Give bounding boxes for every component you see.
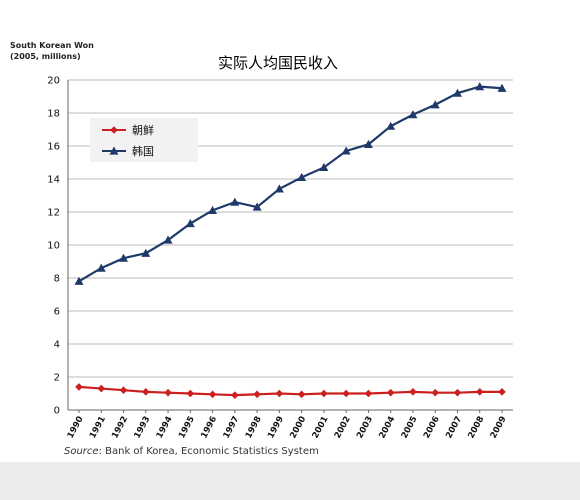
series-line-north-korea xyxy=(78,385,502,397)
data-point-south-korea xyxy=(274,184,284,193)
data-point-south-korea xyxy=(230,197,240,206)
series-layer xyxy=(74,82,507,399)
x-tick-label: 2001 xyxy=(311,415,331,441)
y-tick-label: 10 xyxy=(47,241,60,252)
legend-label-south-korea: 韩国 xyxy=(132,144,154,158)
x-tick-label: 2009 xyxy=(489,415,509,441)
line-chart: South Korean Won (2005, millions) 实际人均国民… xyxy=(10,41,513,457)
footer-band xyxy=(0,462,580,500)
x-tick-label: 2007 xyxy=(444,415,464,441)
axes xyxy=(67,80,513,411)
data-point-south-korea xyxy=(408,110,418,119)
legend-marker-south-korea xyxy=(109,146,119,155)
x-tick-label: 2000 xyxy=(288,415,308,441)
legend-box xyxy=(90,118,198,162)
y-axis-ticks: 0 2 4 6 8 10 12 14 16 18 20 xyxy=(47,76,60,417)
y-tick-label: 2 xyxy=(54,373,60,384)
data-point-north-korea xyxy=(475,388,484,396)
y-tick-label: 16 xyxy=(47,142,60,153)
data-point-north-korea xyxy=(119,386,128,394)
data-point-south-korea xyxy=(497,83,507,92)
gridlines xyxy=(68,79,513,378)
data-point-south-korea xyxy=(297,172,307,181)
data-point-north-korea xyxy=(97,384,106,393)
data-point-north-korea xyxy=(342,389,350,398)
chart-title: 实际人均国民收入 xyxy=(218,54,338,72)
data-point-south-korea xyxy=(74,276,84,285)
data-point-north-korea xyxy=(208,390,217,399)
data-point-north-korea xyxy=(75,383,83,391)
x-tick-label: 2006 xyxy=(422,415,442,441)
data-point-north-korea xyxy=(364,389,373,398)
data-point-south-korea xyxy=(141,248,151,257)
y-tick-label: 4 xyxy=(54,340,60,351)
data-point-south-korea xyxy=(185,219,195,228)
x-tick-label: 1998 xyxy=(244,415,264,441)
x-tick-label: 1993 xyxy=(132,415,152,441)
y-tick-label: 6 xyxy=(54,307,60,318)
series-line-south-korea xyxy=(78,85,503,283)
y-tick-label: 12 xyxy=(47,208,60,219)
data-point-north-korea xyxy=(186,389,195,398)
data-point-north-korea xyxy=(253,390,261,399)
data-point-south-korea xyxy=(363,139,373,148)
x-tick-label: 2008 xyxy=(466,415,486,441)
x-tick-label: 1997 xyxy=(222,415,242,441)
legend: 朝鲜 韩国 xyxy=(90,118,198,162)
x-tick-label: 1996 xyxy=(199,415,219,441)
data-point-south-korea xyxy=(252,202,262,211)
y-tick-label: 0 xyxy=(54,406,60,417)
data-point-south-korea xyxy=(475,82,485,91)
x-tick-label: 1990 xyxy=(66,415,86,441)
data-point-south-korea xyxy=(430,100,440,109)
x-tick-label: 2004 xyxy=(377,415,397,441)
data-point-south-korea xyxy=(452,88,462,97)
x-tick-label: 2003 xyxy=(355,415,375,441)
data-point-south-korea xyxy=(341,146,351,155)
data-point-north-korea xyxy=(409,388,417,396)
y-tick-label: 20 xyxy=(47,76,60,87)
data-point-south-korea xyxy=(119,253,129,262)
data-point-north-korea xyxy=(320,389,328,398)
data-point-north-korea xyxy=(498,388,506,396)
x-tick-label: 1994 xyxy=(155,415,175,441)
data-point-south-korea xyxy=(208,205,218,214)
y-unit-label-line2: (2005, millions) xyxy=(10,52,81,61)
data-point-south-korea xyxy=(386,121,396,130)
y-unit-label-line1: South Korean Won xyxy=(10,41,94,50)
x-tick-label: 1991 xyxy=(88,415,108,441)
x-tick-label: 1992 xyxy=(110,415,130,441)
legend-marker-north-korea xyxy=(110,126,118,134)
source-text: : Bank of Korea, Economic Statistics Sys… xyxy=(99,446,319,457)
data-point-south-korea xyxy=(163,235,173,244)
data-point-north-korea xyxy=(164,388,172,397)
data-point-north-korea xyxy=(275,389,284,398)
y-tick-label: 8 xyxy=(54,274,60,285)
x-tick-label: 1995 xyxy=(177,415,197,441)
data-point-north-korea xyxy=(231,391,239,399)
data-point-north-korea xyxy=(453,388,462,397)
source-note: Source: Bank of Korea, Economic Statisti… xyxy=(64,446,319,457)
data-point-north-korea xyxy=(297,390,306,399)
y-tick-label: 14 xyxy=(47,175,60,186)
x-axis-ticks: 1990 1991 1992 1993 1994 1995 1996 1997 1998 1999… xyxy=(66,410,509,440)
data-point-north-korea xyxy=(431,388,440,397)
data-point-north-korea xyxy=(141,388,150,396)
data-point-south-korea xyxy=(96,263,106,272)
chart-container: South Korean Won (2005, millions) 实际人均国民… xyxy=(8,20,528,460)
source-prefix: Source xyxy=(64,446,99,457)
x-tick-label: 2002 xyxy=(333,415,353,441)
data-point-south-korea xyxy=(319,162,329,172)
x-tick-label: 1999 xyxy=(266,415,286,441)
legend-label-north-korea: 朝鲜 xyxy=(132,123,154,137)
x-tick-label: 2005 xyxy=(400,415,420,441)
data-point-north-korea xyxy=(386,388,395,397)
y-tick-label: 18 xyxy=(47,109,60,120)
